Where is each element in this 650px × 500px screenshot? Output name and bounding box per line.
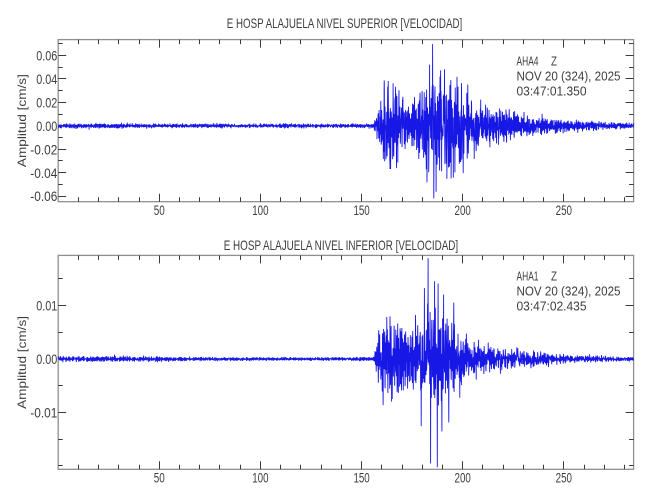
svg-text:50: 50: [154, 202, 165, 218]
svg-text:0.01: 0.01: [36, 298, 57, 314]
svg-text:150: 150: [353, 202, 369, 218]
svg-text:0.04: 0.04: [36, 71, 57, 87]
svg-text:0.02: 0.02: [36, 95, 57, 111]
svg-text:200: 200: [455, 469, 471, 485]
svg-text:Z: Z: [551, 269, 557, 284]
svg-text:-0.01: -0.01: [30, 405, 57, 421]
svg-text:Amplitud [cm/s]: Amplitud [cm/s]: [15, 74, 29, 167]
svg-text:-0.02: -0.02: [30, 141, 57, 157]
svg-text:-0.04: -0.04: [30, 165, 57, 181]
svg-text:250: 250: [556, 469, 572, 485]
svg-text:50: 50: [154, 469, 165, 485]
svg-text:-0.06: -0.06: [30, 188, 57, 204]
svg-text:100: 100: [252, 202, 268, 218]
svg-text:AHA4: AHA4: [517, 53, 539, 68]
svg-text:150: 150: [353, 469, 369, 485]
svg-text:0.06: 0.06: [36, 48, 57, 64]
svg-text:250: 250: [556, 202, 572, 218]
svg-text:Amplitud [cm/s]: Amplitud [cm/s]: [15, 316, 29, 409]
svg-text:NOV 20 (324), 2025: NOV 20 (324), 2025: [517, 68, 621, 83]
svg-text:0.00: 0.00: [36, 351, 57, 367]
svg-text:AHA1: AHA1: [517, 269, 539, 284]
svg-text:NOV 20 (324), 2025: NOV 20 (324), 2025: [517, 284, 621, 299]
svg-text:E HOSP ALAJUELA NIVEL SUPERIOR: E HOSP ALAJUELA NIVEL SUPERIOR [VELOCIDA…: [227, 15, 462, 31]
svg-text:100: 100: [252, 469, 268, 485]
svg-text:200: 200: [455, 202, 471, 218]
svg-text:E HOSP ALAJUELA NIVEL INFERIOR: E HOSP ALAJUELA NIVEL INFERIOR [VELOCIDA…: [224, 237, 458, 253]
svg-text:Z: Z: [551, 53, 557, 68]
svg-text:03:47:02.435: 03:47:02.435: [517, 299, 587, 314]
svg-text:03:47:01.350: 03:47:01.350: [517, 83, 587, 98]
svg-text:0.00: 0.00: [36, 118, 57, 134]
